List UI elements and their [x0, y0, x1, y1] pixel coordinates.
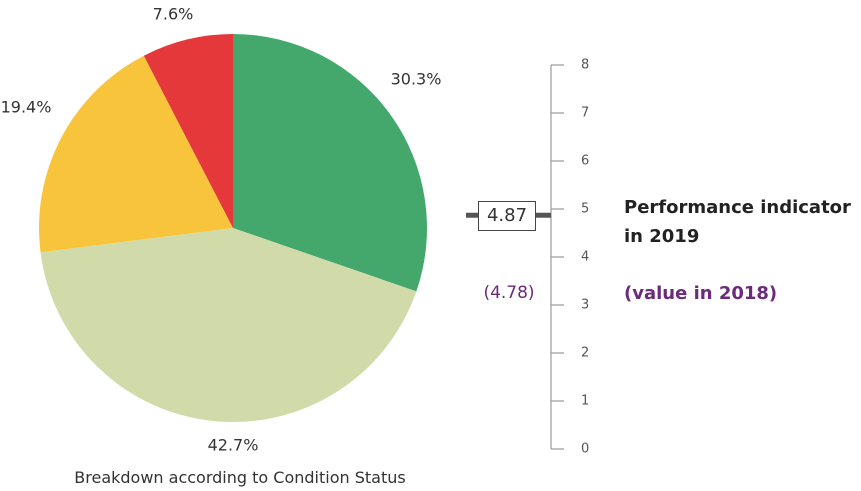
previous-value-caption: (value in 2018) [624, 283, 778, 304]
pie-chart-caption: Breakdown according to Condition Status [74, 468, 406, 487]
scale-tick-label: 7 [581, 106, 589, 121]
scale-tick-label: 3 [581, 298, 589, 313]
previous-value-label: (4.78) [483, 283, 535, 303]
value-marker-right [536, 212, 551, 218]
scale-tick-label: 0 [581, 442, 589, 457]
scale-tick-label: 2 [581, 346, 589, 361]
pie-slice-label: 30.3% [391, 70, 442, 89]
pie-slice [40, 228, 417, 422]
pie-slice-label: 42.7% [208, 436, 259, 455]
scale-tick-label: 6 [581, 154, 589, 169]
value-marker-left [466, 212, 478, 218]
indicator-title: Performance indicator in 2019 [624, 197, 851, 247]
scale-tick-label: 1 [581, 394, 589, 409]
current-value-box: 4.87 [478, 201, 536, 231]
pie-slice-label: 19.4% [1, 98, 52, 117]
pie-slice-label: 7.6% [153, 5, 194, 24]
scale-tick-label: 8 [581, 58, 589, 73]
pie-slice [38, 55, 234, 253]
pie-slice [233, 34, 427, 292]
scale-tick-label: 5 [581, 202, 589, 217]
scale-tick-label: 4 [581, 250, 589, 265]
pie-slice [143, 34, 233, 228]
